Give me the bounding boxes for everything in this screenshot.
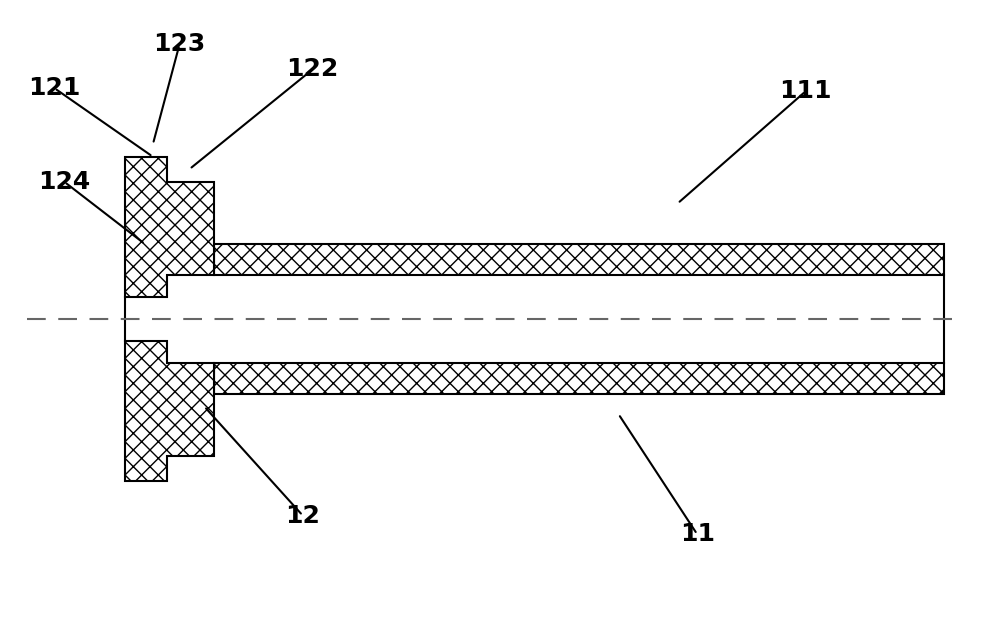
Bar bbox=[214, 362, 944, 394]
Text: 124: 124 bbox=[38, 170, 90, 194]
Polygon shape bbox=[125, 341, 214, 481]
Text: 123: 123 bbox=[153, 33, 206, 56]
Bar bbox=[214, 244, 944, 276]
Text: 121: 121 bbox=[28, 76, 80, 100]
Polygon shape bbox=[125, 157, 214, 297]
Text: 12: 12 bbox=[285, 503, 320, 528]
Text: 111: 111 bbox=[779, 79, 832, 103]
Text: 122: 122 bbox=[287, 57, 339, 82]
Text: 11: 11 bbox=[680, 523, 715, 546]
